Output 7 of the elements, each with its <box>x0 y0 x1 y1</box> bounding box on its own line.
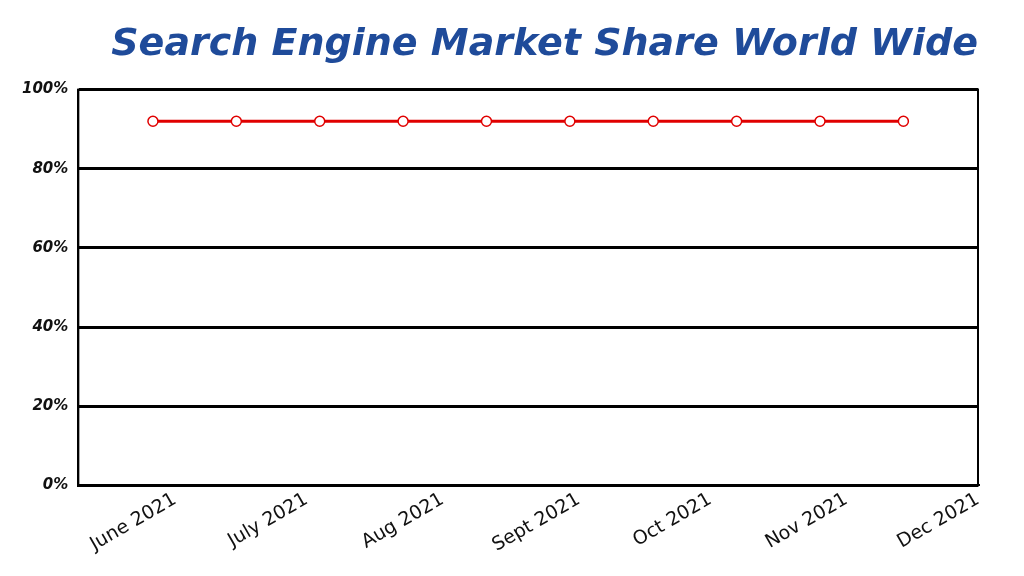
y-tick-label: 0% <box>42 475 69 494</box>
chart-title: Search Engine Market Share World Wide <box>111 19 978 64</box>
y-tick-label: 20% <box>32 396 69 415</box>
y-tick-label: 100% <box>22 79 69 98</box>
y-tick-label: 60% <box>32 237 69 256</box>
y-tick-label: 40% <box>31 316 69 335</box>
y-tick-label: 80% <box>32 158 69 177</box>
